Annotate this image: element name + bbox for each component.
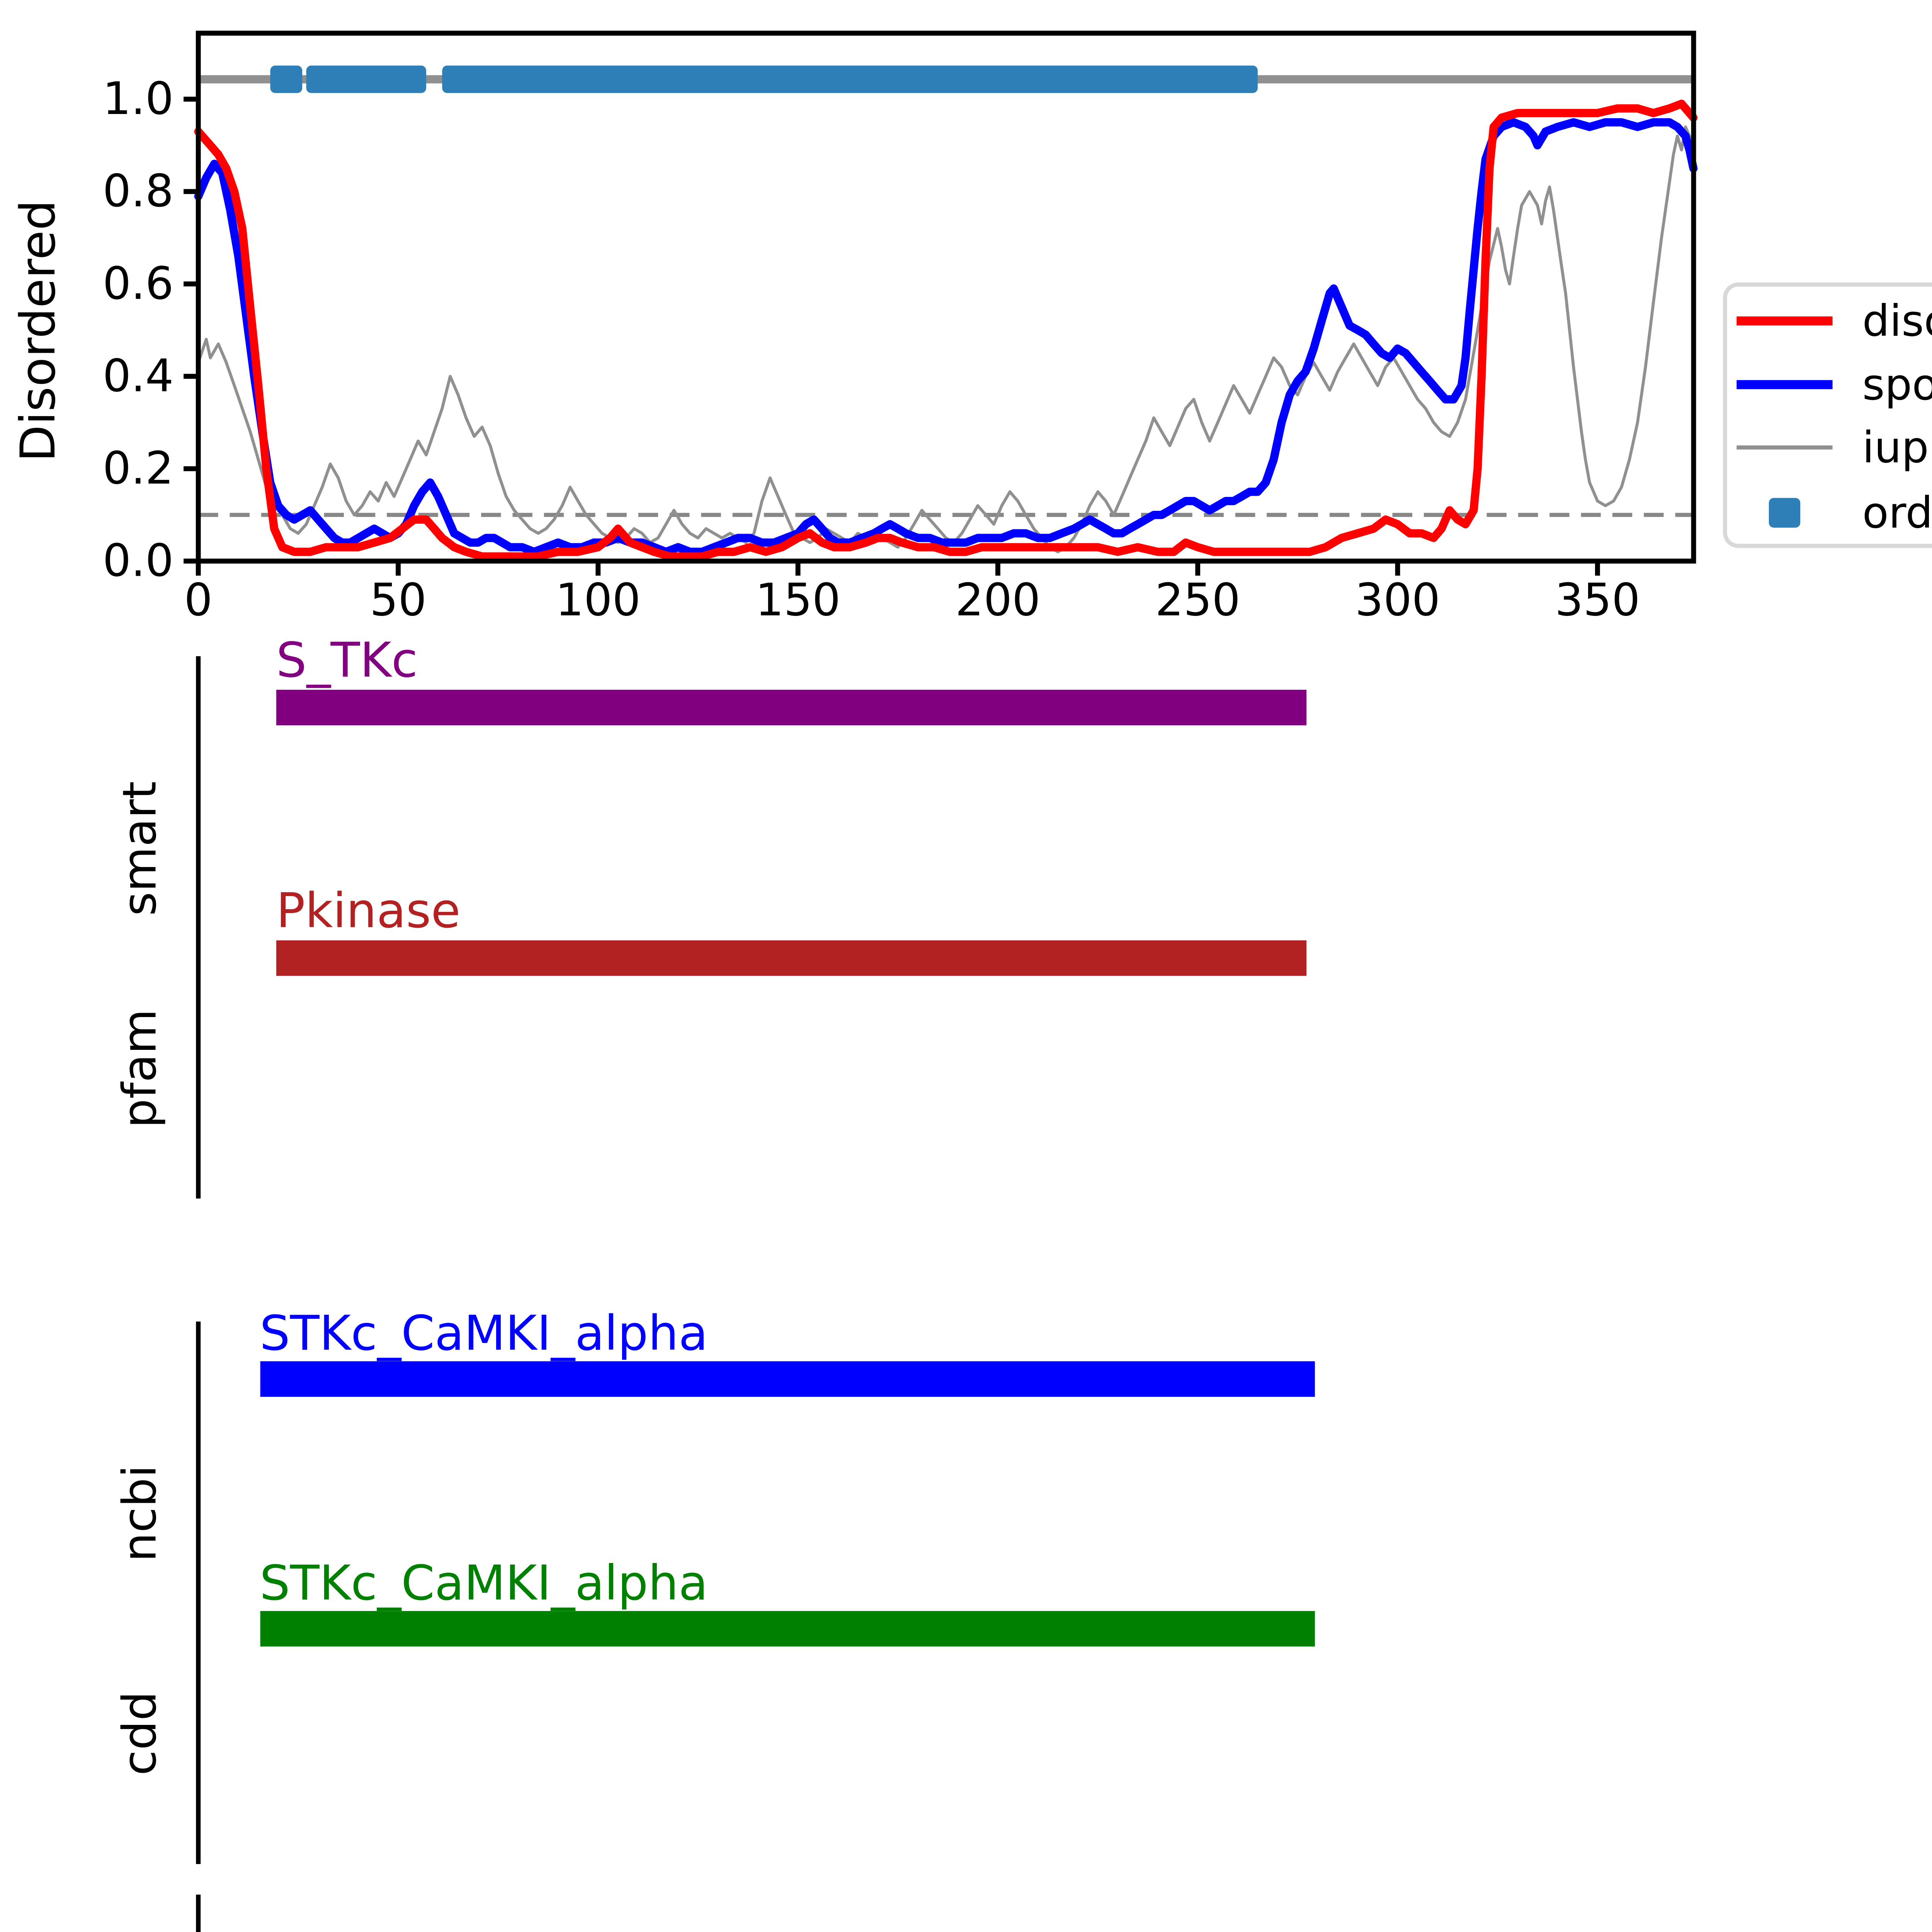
domain-label-pkinase: Pkinase [276,883,461,939]
legend-spotd-label: spot-d [1862,360,1932,410]
smart-pfam-panel: smart pfam S_TKc Pkinase [113,633,1307,1199]
domain-bar-ncbi [260,1361,1315,1397]
y-tick-label: 0.8 [103,165,174,217]
track-label-pfam: pfam [113,1009,167,1128]
x-tick-label: 100 [556,574,641,626]
y-tick-label: 1.0 [103,73,174,125]
x-tick-label: 0 [184,574,213,626]
disorder-legend: disopred spot-d iupred ordered region [1723,282,1932,548]
domain-label-stkc: S_TKc [276,633,418,688]
domain-label-stkc-camki-cdd: STKc_CaMKI_alpha [260,1555,708,1611]
ordered-region-bar [442,65,1258,93]
legend-box [1723,282,1932,548]
track-label-ncbi: ncbi [113,1465,167,1562]
y-tick-label: 0.0 [103,535,174,587]
ordered-region-bar [270,65,303,93]
domain-bar-pfam [276,940,1307,976]
track-label-smart: smart [113,781,167,916]
x-tick-label: 50 [370,574,427,626]
ncbi-cdd-panel: ncbi cdd STKc_CaMKI_alpha STKc_CaMKI_alp… [113,1306,1315,1864]
plot-frame [196,31,1696,564]
y-axis-label: Disordered [10,200,66,462]
legend-iupred-label: iupred [1862,423,1932,473]
x-tick-label: 300 [1355,574,1440,626]
disopred-line [194,99,1698,561]
y-tick-label: 0.2 [103,443,174,495]
ordered-region-bar [306,65,426,93]
disorder-plot-panel: 0.00.20.40.60.81.00 50 100 150 200 250 300 350 … [10,31,1698,626]
x-tick-label: 150 [755,574,841,626]
track-label-cdd: cdd [113,1691,167,1776]
domain-bar-cdd [260,1611,1315,1647]
legend-disopred-label: disopred [1862,296,1932,346]
y-tick-label: 0.4 [103,350,174,402]
domain-label-stkc-camki-ncbi: STKc_CaMKI_alpha [260,1306,708,1361]
iupred-line [197,125,1695,553]
domain-bar-smart [276,690,1307,726]
x-tick-label: 250 [1155,574,1240,626]
x-tick-label: 200 [955,574,1041,626]
x-tick-label: 350 [1555,574,1640,626]
spot-d-line [194,118,1698,556]
legend-ordered-region-label: ordered region [1862,488,1932,538]
y-tick-label: 0.6 [103,258,174,310]
legend-ordered-region-marker [1769,498,1801,528]
